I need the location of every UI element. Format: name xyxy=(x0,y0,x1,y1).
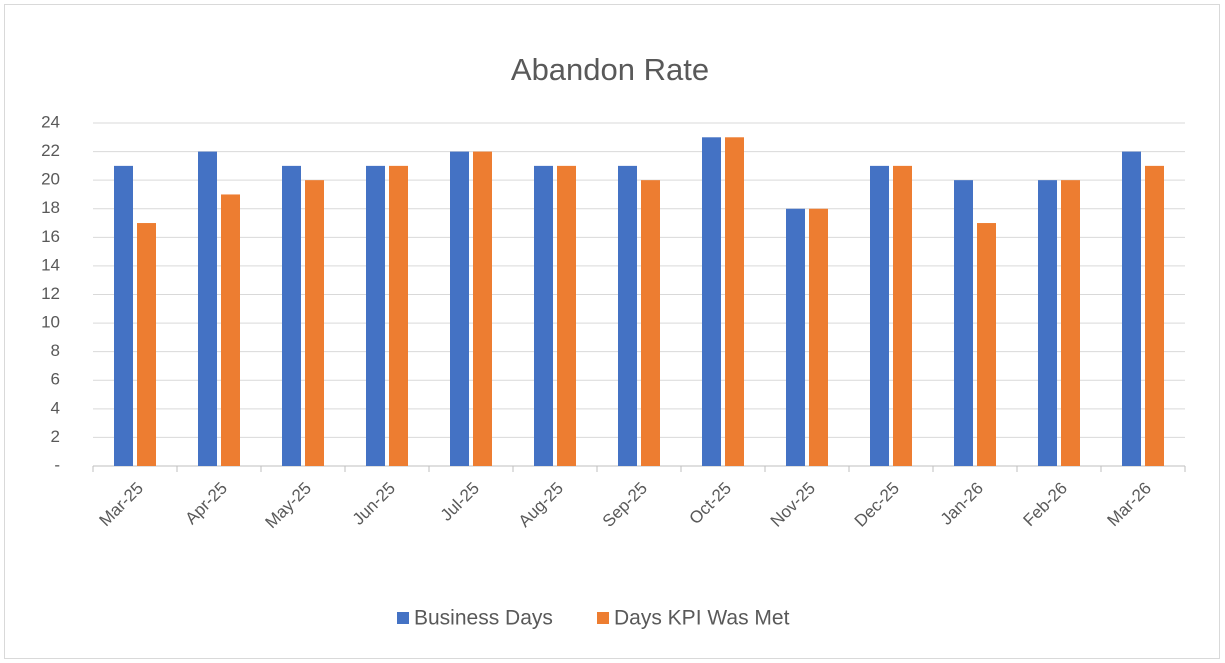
y-tick-label: 4 xyxy=(51,398,60,417)
bar xyxy=(618,165,637,466)
legend-label: Days KPI Was Met xyxy=(614,607,790,630)
bar xyxy=(870,165,889,466)
chart-frame xyxy=(4,4,1220,659)
y-tick-label: 22 xyxy=(41,141,60,160)
y-tick-label: 12 xyxy=(41,284,60,303)
legend-label: Business Days xyxy=(414,607,553,630)
bar xyxy=(221,194,240,467)
bar xyxy=(1061,180,1080,466)
bar xyxy=(450,151,469,467)
bar xyxy=(702,137,721,466)
bar xyxy=(977,223,996,466)
chart-title: Abandon Rate xyxy=(511,52,709,87)
y-tick-label: 8 xyxy=(51,341,60,360)
y-tick-label: 18 xyxy=(41,198,60,217)
y-tick-label: 10 xyxy=(41,313,60,332)
y-tick-label: - xyxy=(54,455,60,474)
bar xyxy=(809,208,828,466)
y-tick-label: 6 xyxy=(51,370,60,389)
bar xyxy=(954,180,973,466)
bar xyxy=(282,165,301,466)
bar xyxy=(473,151,492,467)
bar xyxy=(137,223,156,466)
bar xyxy=(557,165,576,466)
y-tick-label: 16 xyxy=(41,227,60,246)
y-tick-label: 2 xyxy=(51,427,60,446)
bar xyxy=(198,151,217,467)
bar xyxy=(725,137,744,466)
bar xyxy=(366,165,385,466)
y-tick-label: 24 xyxy=(41,112,60,131)
legend-swatch xyxy=(397,612,409,624)
bar xyxy=(1145,165,1164,466)
y-tick-label: 20 xyxy=(41,170,60,189)
bar xyxy=(786,208,805,466)
y-tick-label: 14 xyxy=(41,255,60,274)
bar xyxy=(534,165,553,466)
legend-swatch xyxy=(597,612,609,624)
bar xyxy=(305,180,324,466)
bar xyxy=(389,165,408,466)
bar xyxy=(1122,151,1141,467)
bar xyxy=(1038,180,1057,466)
bar xyxy=(641,180,660,466)
bar xyxy=(114,165,133,466)
bar xyxy=(893,165,912,466)
